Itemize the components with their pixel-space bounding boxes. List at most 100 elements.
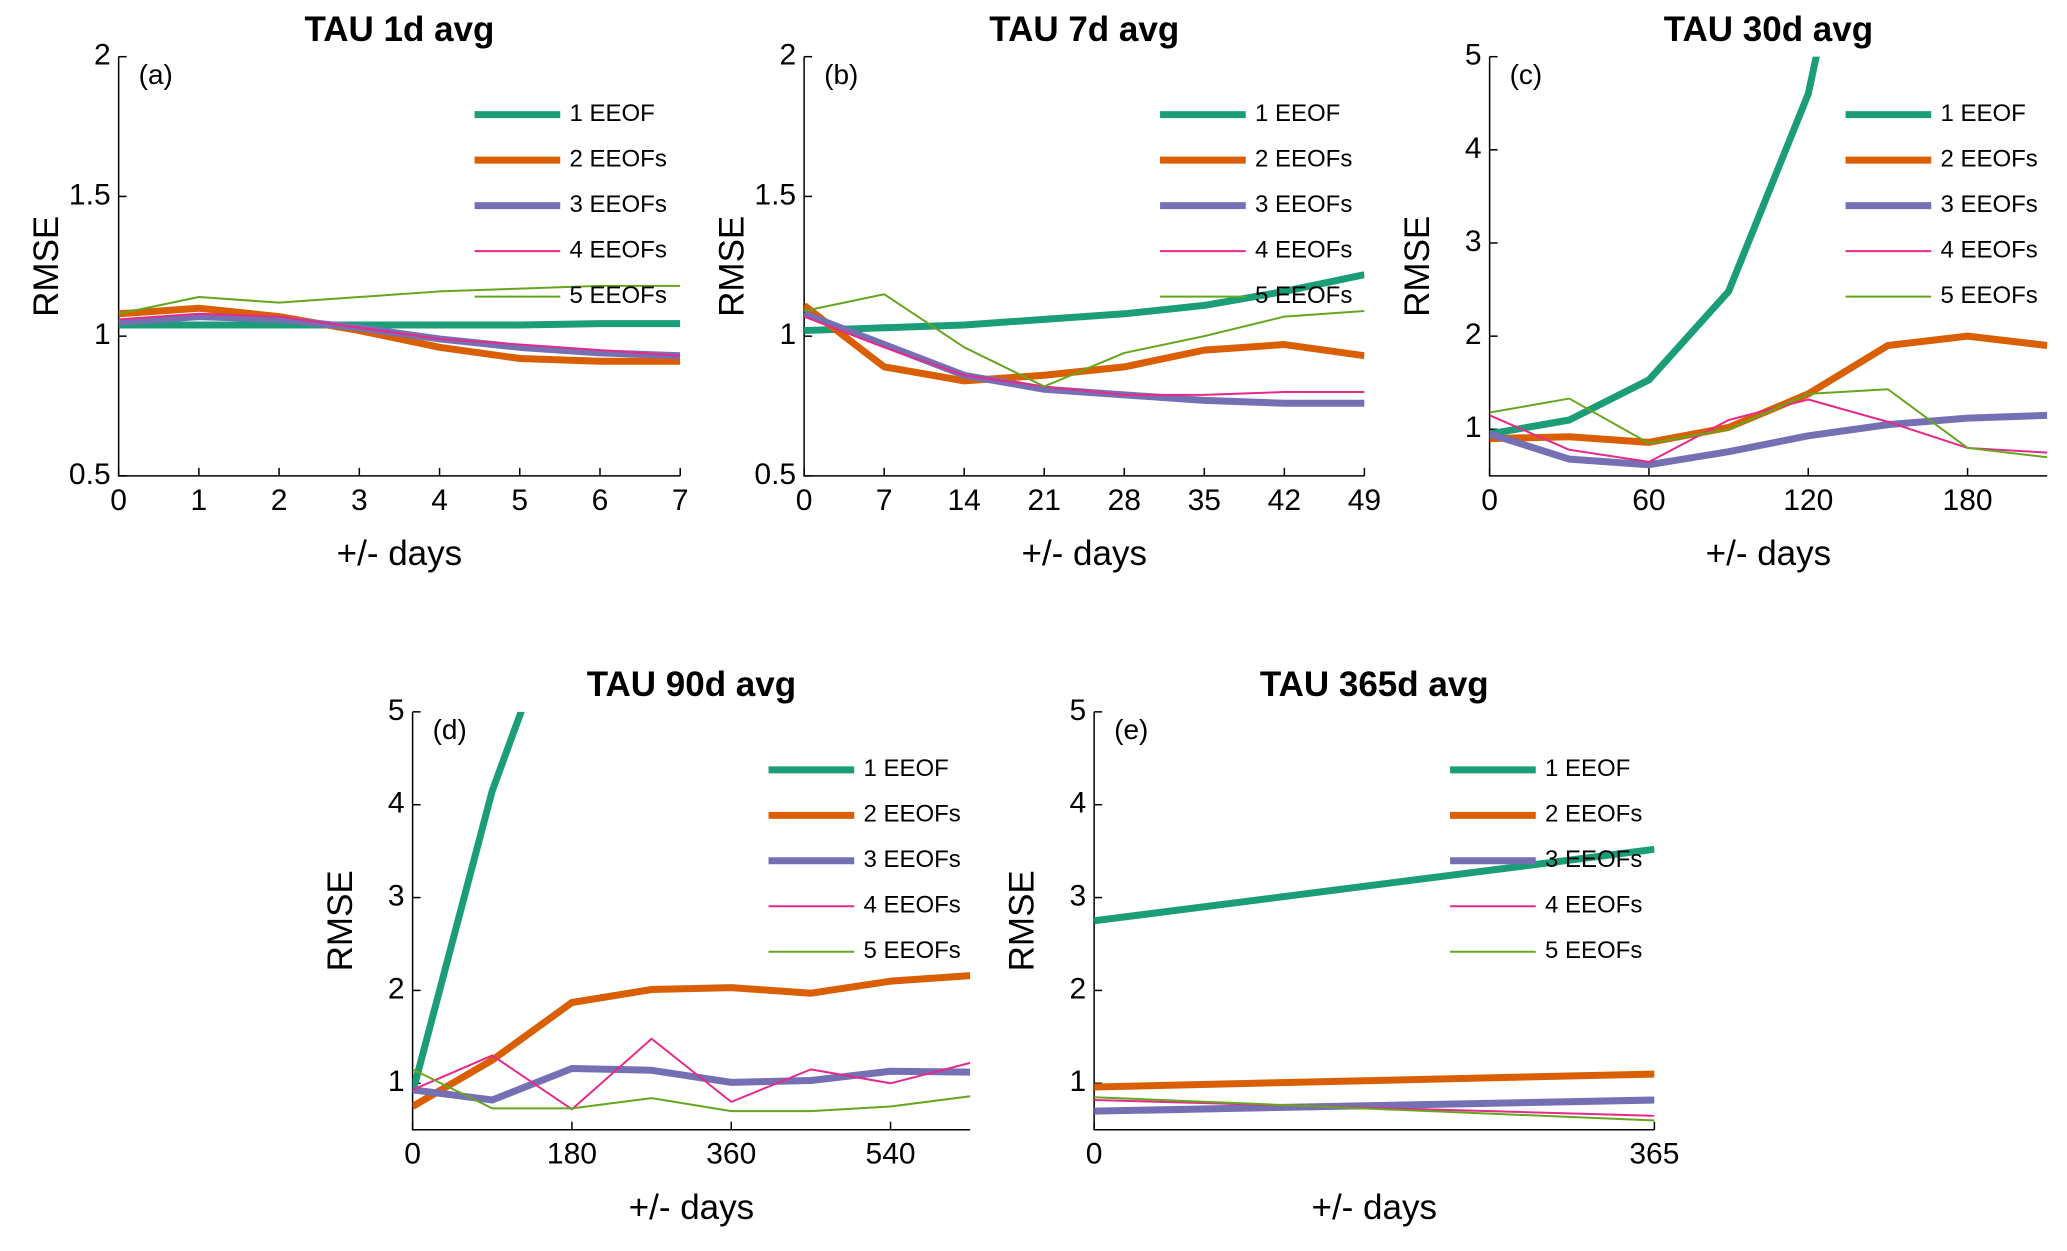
legend-label: 3 EEOFs [1940,191,2037,218]
y-tick-label: 1 [1069,1065,1086,1098]
legend-label: 5 EEOFs [863,937,960,964]
panel-label: (b) [824,59,858,90]
series-line [412,1068,971,1113]
chart-title: TAU 7d avg [989,10,1179,49]
x-axis-label: +/- days [1706,534,1831,573]
x-tick-label: 180 [1943,484,1993,517]
y-axis-label: RMSE [1398,216,1437,317]
series-line [118,320,681,329]
legend-label: 2 EEOFs [1255,146,1352,173]
series-line [118,304,681,365]
series-line [412,1064,971,1104]
y-tick-label: 3 [1069,879,1086,912]
legend-label: 5 EEOFs [1545,937,1642,964]
x-tick-label: 5 [511,484,528,517]
legend-label: 5 EEOFs [569,282,666,309]
panel-label: (a) [139,59,173,90]
plot-lines [1094,845,1655,1122]
legend-label: 3 EEOFs [569,191,666,218]
y-tick-label: 1.5 [69,178,111,211]
series-line [1094,1096,1655,1122]
x-tick-label: 21 [1028,484,1061,517]
series-line [1489,411,2048,469]
x-tick-label: 120 [1783,484,1833,517]
series-line [412,972,971,1110]
x-tick-label: 180 [547,1138,597,1171]
y-tick-label: 1.5 [754,178,796,211]
chart-title: TAU 1d avg [304,10,494,49]
x-axis-label: +/- days [1312,1188,1437,1227]
chart-title: TAU 365d avg [1260,665,1489,704]
series-line [1489,332,2048,446]
series-line [804,315,1365,396]
x-tick-label: 2 [271,484,288,517]
y-axis-label: RMSE [27,216,66,317]
panel: TAU 365d avg 1 2 3 4 5 0 365 +/- days RMSE (e) 1 EE… [1002,665,1679,1227]
y-tick-label: 3 [1465,225,1482,258]
series-line [1094,1096,1655,1115]
legend-label: 1 EEOF [863,755,948,782]
legend-label: 1 EEOF [1255,100,1340,127]
x-tick-label: 7 [672,484,689,517]
y-axis-label: RMSE [1002,870,1041,971]
legend-label: 4 EEOFs [1545,892,1642,919]
x-tick-label: 0 [1086,1138,1103,1171]
x-tick-label: 365 [1629,1138,1679,1171]
series-line [1489,398,2048,463]
x-tick-label: 14 [948,484,981,517]
panel-label: (c) [1510,59,1543,90]
legend-label: 3 EEOFs [1255,191,1352,218]
y-tick-label: 1 [779,318,796,351]
panel-label: (d) [433,714,467,745]
legend-label: 3 EEOFs [1545,846,1642,873]
chart-title: TAU 30d avg [1664,10,1873,49]
x-axis-label: +/- days [337,534,462,573]
y-axis-label: RMSE [712,216,751,317]
y-tick-label: 4 [388,787,405,820]
x-tick-label: 540 [866,1138,916,1171]
legend-label: 2 EEOFs [1545,801,1642,828]
series-line [412,1037,971,1111]
series-line [804,271,1365,335]
panel: TAU 1d avg 0.5 1 1.5 2 0 1 2 3 4 5 6 7 +/- days RMSE (a… [27,10,689,573]
legend-label: 5 EEOFs [1940,282,2037,309]
legend-label: 1 EEOF [1545,755,1630,782]
y-tick-label: 5 [1465,39,1482,72]
y-tick-label: 0.5 [69,458,111,491]
x-tick-label: 1 [191,484,208,517]
axes [1488,56,2048,477]
y-tick-label: 1 [1465,411,1482,444]
chart-title: TAU 90d avg [587,665,796,704]
legend-label: 1 EEOF [569,100,654,127]
x-tick-label: 49 [1348,484,1381,517]
y-tick-label: 2 [388,972,405,1005]
y-tick-label: 5 [1069,694,1086,727]
legend-label: 4 EEOFs [863,892,960,919]
series-line [1094,1070,1655,1091]
panel: TAU 90d avg 1 2 3 4 5 0 180 360 540 +/- days RMSE (d… [321,665,971,1227]
plot-lines [1489,56,2048,469]
plot-lines [118,284,681,365]
x-tick-label: 4 [431,484,448,517]
x-tick-label: 0 [1481,484,1498,517]
y-tick-label: 4 [1069,787,1086,820]
x-tick-label: 6 [592,484,609,517]
y-tick-label: 2 [1465,318,1482,351]
legend-label: 5 EEOFs [1255,282,1352,309]
series-line [412,711,525,1094]
x-tick-label: 60 [1632,484,1665,517]
legend-label: 4 EEOFs [1940,236,2037,263]
series-line [1489,388,2048,459]
plot-lines [804,271,1365,407]
series-line [804,310,1365,407]
y-tick-label: 2 [779,39,796,72]
x-tick-label: 42 [1268,484,1301,517]
legend-label: 3 EEOFs [863,846,960,873]
y-tick-label: 5 [388,694,405,727]
legend-label: 2 EEOFs [569,146,666,173]
panel: TAU 7d avg 0.5 1 1.5 2 0 7 14 21 28 35 42 49 +/- days… [712,10,1381,573]
series-line [1094,845,1655,925]
x-tick-label: 0 [796,484,813,517]
x-tick-label: 0 [110,484,127,517]
